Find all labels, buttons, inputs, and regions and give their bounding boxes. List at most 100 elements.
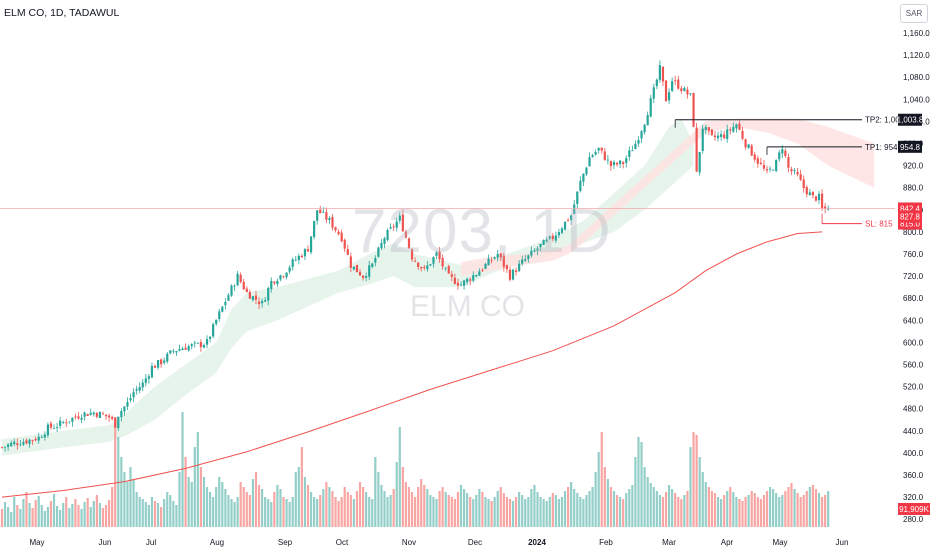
volume-bar <box>270 502 273 527</box>
volume-bar <box>609 487 613 527</box>
volume-bar <box>355 491 359 527</box>
candle-body <box>279 275 282 280</box>
candle-body <box>3 446 7 448</box>
candle-body <box>52 428 56 429</box>
volume-bar <box>530 489 533 527</box>
x-tick-label: Jun <box>836 538 849 547</box>
volume-bar <box>156 503 160 527</box>
candle-body <box>726 129 729 140</box>
volume-bar <box>22 499 25 527</box>
volume-bar <box>487 499 490 527</box>
candle-body <box>554 235 557 241</box>
candle-body <box>156 360 160 368</box>
candle-body <box>126 401 129 407</box>
volume-bar <box>469 497 472 527</box>
candle-body <box>132 392 135 398</box>
volume-bar <box>643 467 646 527</box>
candle-body <box>414 260 417 262</box>
time-axis[interactable]: May Jun Jul Aug Sep Oct Nov Dec 2024 Feb Mar Apr May… <box>29 538 848 547</box>
candle-body <box>551 235 554 240</box>
volume-bar <box>490 501 493 527</box>
volume-bar <box>808 487 811 527</box>
volume-bar <box>667 485 671 527</box>
currency-button[interactable]: SAR <box>900 4 928 23</box>
candle-body <box>270 280 273 290</box>
volume-bar <box>221 482 224 527</box>
volume-bar <box>695 435 698 527</box>
x-tick-label: Sep <box>278 538 293 547</box>
volume-bar <box>585 495 588 527</box>
candle-body <box>16 443 19 445</box>
candle-body <box>557 232 561 236</box>
volume-bar <box>444 492 447 527</box>
volume-bar <box>331 491 334 527</box>
candle-body <box>346 248 349 255</box>
candle-body <box>441 257 444 267</box>
moving-average-line <box>1 231 823 498</box>
volume-bar <box>579 497 582 527</box>
tp1-label: TP1: 954 <box>865 143 898 152</box>
volume-bar <box>377 472 380 527</box>
volume-bar <box>658 495 661 527</box>
y-tick-label: 560.0 <box>903 361 924 370</box>
volume-bar <box>395 462 398 527</box>
volume-bar <box>383 491 386 527</box>
last-price-tag-label: 842.4 <box>900 204 921 213</box>
volume-bar <box>129 467 132 527</box>
volume-bar <box>612 491 616 527</box>
candle-body <box>199 342 202 348</box>
price-axis[interactable]: 1,160.01,120.01,080.01,040.01,000.0960.0… <box>903 29 930 524</box>
candle-body <box>524 259 527 261</box>
volume-bar <box>784 491 787 527</box>
candle-body <box>603 151 606 161</box>
candle-body <box>108 415 111 418</box>
candle-body <box>533 250 536 252</box>
candle-body <box>25 440 28 444</box>
candle-body <box>218 311 221 320</box>
volume-bar <box>527 497 530 527</box>
volume-bar <box>153 501 157 527</box>
candle-body <box>658 65 661 80</box>
volume-bar <box>25 492 28 527</box>
ma-line <box>1 231 823 498</box>
volume-bar <box>254 472 258 527</box>
candle-body <box>117 416 120 429</box>
candle-body <box>294 259 297 261</box>
candle-body <box>680 88 683 91</box>
candle-body <box>756 158 759 164</box>
volume-bar <box>732 492 735 527</box>
volume-bar <box>74 499 77 527</box>
volume-bar <box>319 495 322 527</box>
volume-bar <box>505 497 508 527</box>
candle-body <box>264 300 267 302</box>
candle-body <box>567 220 570 222</box>
candle-body <box>750 145 753 156</box>
volume-bar <box>576 493 579 527</box>
candle-body <box>499 253 502 258</box>
candle-body <box>233 285 236 287</box>
candle-body <box>692 93 695 127</box>
candle-body <box>496 253 499 258</box>
volume-bar <box>692 432 695 527</box>
volume-bar <box>407 487 411 527</box>
volume-bar <box>389 495 392 527</box>
volume-bar <box>548 497 551 527</box>
volume-bar <box>46 507 49 527</box>
volume-bar <box>144 502 147 527</box>
volume-bar <box>40 505 43 527</box>
volume-bar <box>83 502 86 527</box>
volume-bar <box>539 497 542 527</box>
candle-body <box>184 347 187 350</box>
candle-body <box>31 440 34 441</box>
symbol-title[interactable]: ELM CO, 1D, TADAWUL <box>4 7 120 19</box>
y-tick-label: 920.0 <box>903 162 924 171</box>
volume-bar <box>441 487 444 527</box>
volume-bar <box>753 493 756 527</box>
y-tick-label: 520.0 <box>903 383 924 392</box>
x-tick-label: Dec <box>468 538 482 547</box>
volume-bar <box>340 497 343 527</box>
candle-body <box>288 267 291 272</box>
volume-bar <box>796 493 799 527</box>
